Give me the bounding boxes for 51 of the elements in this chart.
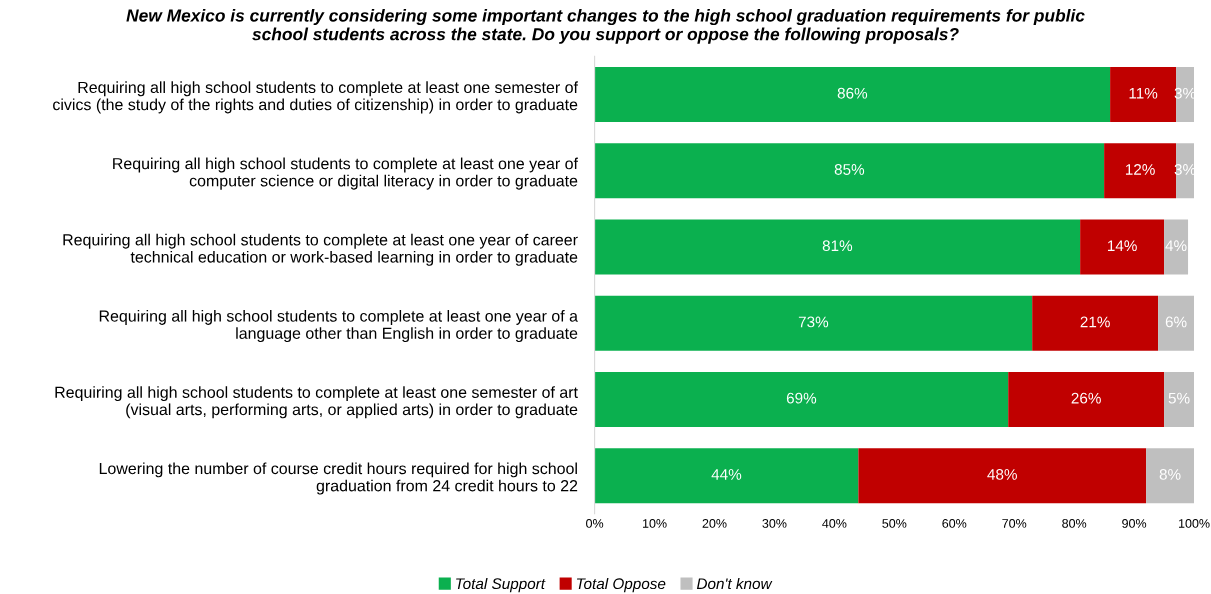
x-tick-label: 50% [882, 519, 907, 528]
y-tick-label: Requiring all high school students to complete at least one year of career technical education or work-based learning in order to graduate [63, 233, 578, 266]
bar [1008, 372, 1165, 427]
data-label: 73% [798, 316, 829, 328]
x-tick-label: 40% [822, 519, 847, 528]
y-tick-label: Requiring all high school students to complete at least one year of a language other than English in order to graduate [99, 310, 578, 343]
data-label: 21% [1080, 316, 1110, 328]
x-tick-label: 30% [762, 519, 787, 528]
x-tick-label: 90% [1122, 519, 1147, 528]
chart-title: New Mexico is currently considering some important changes to the high school graduation requirements for public school students across the state. Do you support or oppose the following proposals? [126, 8, 1085, 44]
data-label: 6% [1165, 316, 1187, 328]
bar [1032, 295, 1159, 351]
legend-label: Total Oppose [576, 577, 666, 593]
x-tick-label: 20% [702, 519, 727, 528]
data-label: 11% [1129, 87, 1158, 99]
x-tick-label: 10% [642, 519, 667, 528]
bar [594, 143, 1105, 199]
data-label: 44% [711, 469, 742, 480]
data-label: 4% [1165, 240, 1187, 252]
bar [594, 67, 1111, 122]
x-tick-label: 100% [1179, 519, 1210, 528]
data-label: 26% [1071, 392, 1101, 404]
bar [1164, 219, 1189, 275]
data-label: 69% [786, 392, 817, 404]
bar [594, 372, 1009, 427]
legend-label: Total Support [456, 577, 546, 593]
x-tick-label: 80% [1062, 519, 1087, 528]
bar [1164, 372, 1195, 427]
legend-label: Don't know [696, 577, 773, 590]
data-label: 85% [834, 164, 865, 175]
bar [1080, 219, 1165, 275]
data-label: 48% [987, 468, 1017, 480]
bar [594, 295, 1033, 351]
x-tick-label: 70% [1002, 519, 1027, 528]
data-label: 12% [1125, 164, 1155, 175]
x-tick-label: 0% [586, 519, 604, 528]
y-tick-label: Lowering the number of course credit hours required for high school graduation from 24 credit hours to 22 [99, 462, 578, 495]
y-tick-label: Requiring all high school students to complete at least one semester of civics (the study of the rights and duties of citizenship) in order to graduate [53, 81, 578, 114]
bar [858, 448, 1147, 504]
bar [1146, 448, 1195, 504]
x-tick-label: 60% [942, 519, 967, 528]
bar [594, 448, 859, 504]
y-tick-label: Requiring all high school students to complete at least one year of computer science or digital literacy in order to graduate [113, 157, 578, 190]
data-label: 5% [1168, 392, 1190, 404]
bar [1158, 295, 1195, 351]
bar [594, 219, 1081, 275]
data-label: 86% [837, 87, 868, 99]
data-label: 8% [1159, 468, 1181, 480]
data-label: 14% [1107, 240, 1137, 252]
data-label: 81% [822, 240, 853, 252]
y-tick-label: Requiring all high school students to complete at least one semester of art (visual arts, performing arts, or applied arts) in order to graduate [55, 386, 578, 419]
